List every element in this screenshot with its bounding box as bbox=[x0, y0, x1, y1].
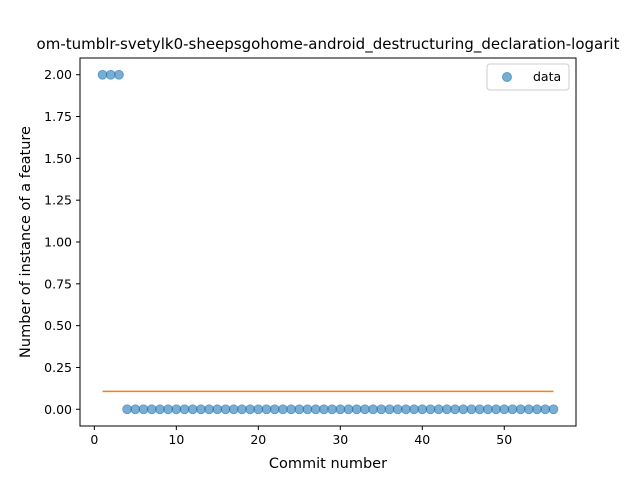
x-tick-label: 30 bbox=[332, 432, 348, 447]
data-point bbox=[97, 69, 108, 80]
data-point bbox=[319, 404, 329, 415]
data-point bbox=[155, 404, 165, 415]
data-point bbox=[548, 404, 559, 415]
data-point bbox=[376, 404, 387, 415]
data-point bbox=[171, 404, 182, 415]
data-point bbox=[482, 404, 493, 415]
data-point bbox=[187, 404, 198, 415]
data-point bbox=[400, 404, 411, 415]
x-tick-label: 40 bbox=[414, 432, 430, 447]
y-tick-label: 2.00 bbox=[44, 67, 72, 82]
data-point bbox=[474, 404, 485, 415]
data-point bbox=[130, 404, 141, 415]
data-point bbox=[163, 404, 174, 415]
data-point bbox=[310, 404, 321, 415]
x-tick-label: 0 bbox=[90, 432, 98, 447]
data-point bbox=[433, 404, 444, 415]
data-point bbox=[458, 404, 469, 415]
data-point bbox=[491, 404, 501, 415]
data-point bbox=[261, 404, 272, 415]
data-point bbox=[466, 404, 477, 415]
y-tick-label: 1.50 bbox=[44, 151, 72, 166]
data-point bbox=[122, 404, 133, 415]
series-layer bbox=[97, 69, 559, 415]
data-point bbox=[245, 404, 256, 415]
data-point bbox=[212, 404, 223, 415]
data-point bbox=[499, 404, 510, 415]
x-tick-label: 10 bbox=[168, 432, 184, 447]
legend-marker bbox=[502, 72, 512, 82]
data-point bbox=[515, 404, 526, 415]
data-point bbox=[269, 404, 280, 415]
data-point bbox=[237, 404, 247, 415]
data-point bbox=[335, 404, 346, 415]
x-axis-title: Commit number bbox=[269, 456, 387, 472]
y-tick-label: 1.00 bbox=[44, 235, 72, 250]
data-point bbox=[286, 404, 297, 415]
data-point bbox=[179, 404, 190, 415]
data-point bbox=[114, 69, 124, 80]
data-point bbox=[359, 404, 370, 415]
data-point bbox=[368, 404, 378, 415]
data-point bbox=[204, 404, 215, 415]
legend: data bbox=[486, 63, 570, 91]
data-point bbox=[343, 404, 354, 415]
data-point bbox=[220, 404, 231, 415]
y-axis: 0.00 0.25 0.50 0.75 1.00 1.25 1.50 1.75 2.00 bbox=[44, 67, 80, 417]
data-point bbox=[196, 404, 206, 415]
legend-label: data bbox=[533, 69, 561, 84]
data-point bbox=[507, 404, 518, 415]
y-tick-label: 0.25 bbox=[44, 360, 72, 375]
data-point bbox=[417, 404, 428, 415]
y-tick-label: 0.50 bbox=[44, 318, 72, 333]
data-point bbox=[278, 404, 288, 415]
plot-frame bbox=[79, 57, 577, 427]
data-point bbox=[540, 404, 551, 415]
data-point bbox=[146, 404, 157, 415]
y-axis-title: Number of instance of a feature bbox=[18, 126, 34, 358]
x-tick-label: 50 bbox=[496, 432, 512, 447]
data-point bbox=[294, 404, 305, 415]
data-point bbox=[441, 404, 452, 415]
y-tick-label: 0.75 bbox=[44, 276, 72, 291]
data-point bbox=[532, 404, 542, 415]
chart-title: om-tumblr-svetylk0-sheepsgohome-android_… bbox=[37, 35, 620, 54]
data-point bbox=[302, 404, 313, 415]
data-point bbox=[425, 404, 436, 415]
data-point bbox=[450, 404, 460, 415]
data-point bbox=[523, 404, 534, 415]
data-point bbox=[228, 404, 239, 415]
y-tick-label: 1.75 bbox=[44, 109, 72, 124]
x-axis: 0 10 20 30 40 50 bbox=[90, 426, 512, 447]
data-point bbox=[409, 404, 419, 415]
data-point bbox=[351, 404, 362, 415]
x-tick-label: 20 bbox=[250, 432, 266, 447]
data-point bbox=[384, 404, 395, 415]
data-point bbox=[327, 404, 337, 415]
data-point bbox=[138, 404, 149, 415]
y-tick-label: 0.00 bbox=[44, 402, 72, 417]
y-tick-label: 1.25 bbox=[44, 193, 72, 208]
data-point bbox=[253, 404, 264, 415]
data-point bbox=[392, 404, 403, 415]
legend-box bbox=[486, 63, 570, 91]
data-point bbox=[105, 69, 116, 80]
